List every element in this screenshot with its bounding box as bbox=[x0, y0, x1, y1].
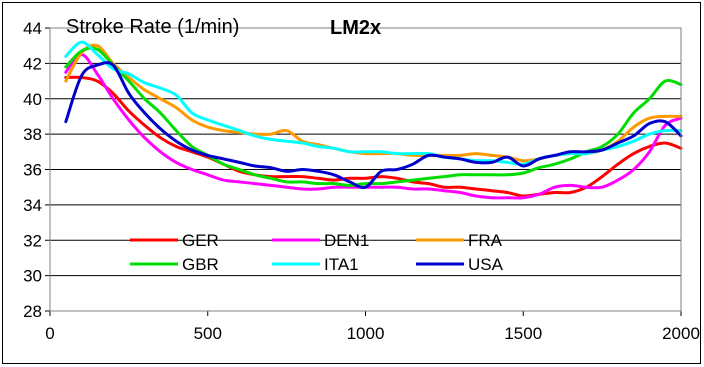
y-tick-label: 40 bbox=[23, 90, 42, 109]
series-lines bbox=[64, 40, 683, 200]
y-tick-label: 38 bbox=[23, 125, 42, 144]
x-tick-label: 1500 bbox=[504, 324, 542, 343]
grid-lines bbox=[45, 27, 682, 316]
legend-label-ger: GER bbox=[182, 231, 219, 250]
x-tick-label: 2000 bbox=[662, 324, 700, 343]
legend-label-gbr: GBR bbox=[182, 255, 219, 274]
y-tick-label: 34 bbox=[23, 196, 42, 215]
y-tick-label: 36 bbox=[23, 161, 42, 180]
plot-area-border bbox=[49, 27, 682, 312]
series-line-fra bbox=[64, 43, 683, 163]
x-tick-label: 0 bbox=[45, 324, 54, 343]
series-line-gbr bbox=[64, 46, 683, 187]
y-tick-label: 32 bbox=[23, 231, 42, 250]
series-line-usa bbox=[64, 61, 683, 190]
legend-label-ita1: ITA1 bbox=[324, 255, 359, 274]
y-tick-label: 30 bbox=[23, 267, 42, 286]
chart-title: Stroke Rate (1/min) bbox=[66, 16, 239, 38]
legend-label-den1: DEN1 bbox=[324, 231, 369, 250]
tick-labels: 28 30 32 34 36 38 40 42 44 0 500 1000 1500 2000 bbox=[23, 19, 700, 343]
x-tick-label: 500 bbox=[194, 324, 222, 343]
x-tick-label: 1000 bbox=[347, 324, 385, 343]
legend-label-fra: FRA bbox=[468, 231, 503, 250]
y-tick-label: 44 bbox=[23, 19, 42, 38]
legend: GER DEN1 FRA GBR ITA1 USA bbox=[130, 231, 504, 274]
chart-subtitle: LM2x bbox=[330, 17, 381, 39]
legend-label-usa: USA bbox=[468, 255, 504, 274]
series-line-den1 bbox=[64, 53, 683, 200]
y-tick-label: 42 bbox=[23, 54, 42, 73]
series-line-ita1 bbox=[64, 40, 683, 166]
y-tick-label: 28 bbox=[23, 302, 42, 321]
